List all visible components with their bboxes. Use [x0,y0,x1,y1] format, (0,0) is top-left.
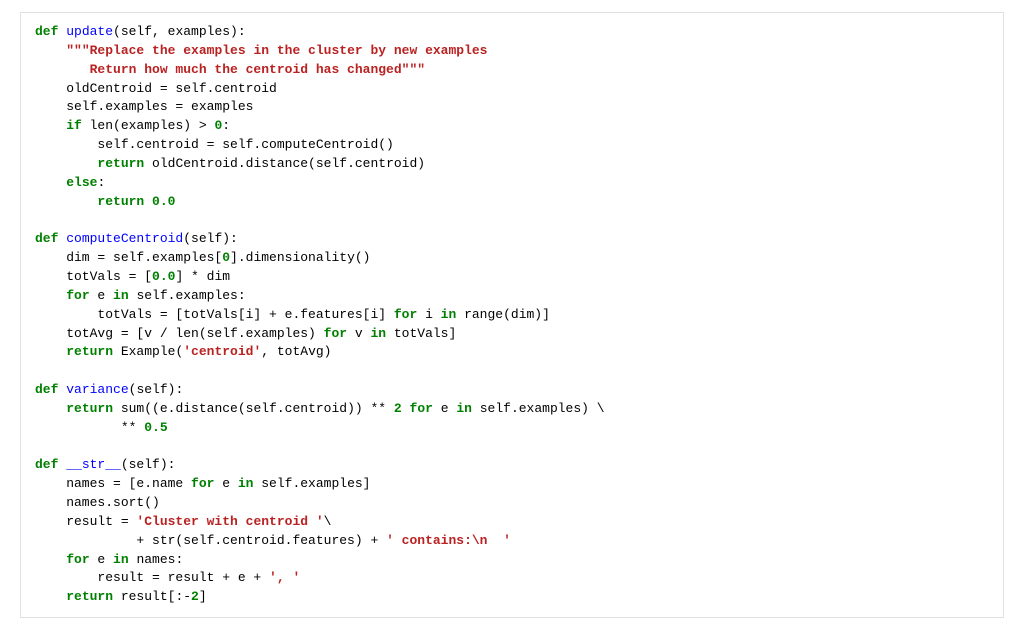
code-block: def update(self, examples): """Replace t… [20,12,1004,618]
python-source: def update(self, examples): """Replace t… [35,24,605,604]
